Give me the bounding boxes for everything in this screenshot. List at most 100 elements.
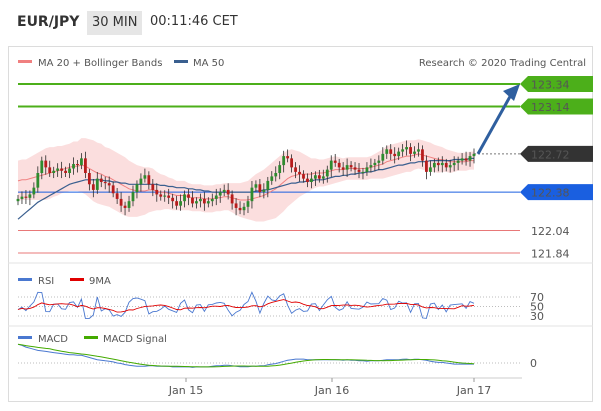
candle-body [36,173,40,188]
candle-body [369,165,373,168]
candle-body [187,194,190,198]
rsi-legend: RSI 9MA [18,276,111,287]
candle-body [28,194,32,198]
level-tag-1 [520,98,593,115]
legend-swatch-macd-signal [84,336,98,339]
forecast-arrow [476,84,520,155]
candle-body [286,156,290,159]
ma20-line [17,153,474,201]
candle-body [349,165,353,168]
candle-body [381,153,385,161]
timeframe-selector[interactable]: 30 MIN [87,11,143,35]
candle-body [91,184,95,190]
rsi-tick-label: 70 [530,291,544,304]
candle-body [123,205,127,208]
level-label-0: 123.34 [531,79,570,92]
candle-body [274,173,278,177]
macd-panel: 0 [17,343,537,370]
legend-swatch-9ma [70,278,84,281]
legend-macd-signal: MACD Signal [103,334,167,345]
rsi-9ma-line [17,299,475,313]
candle-body [313,175,317,179]
x-tick-label: Jan 16 [314,384,349,397]
candle-body [64,170,67,174]
candles [16,140,476,216]
candle-body [397,151,401,157]
candle-body [119,198,123,206]
macd-legend: MACD MACD Signal [18,334,167,345]
candle-body [32,187,36,195]
candle-body [464,158,468,161]
candle-body [290,158,293,168]
candle-body [353,167,357,170]
candle-body [127,201,131,208]
candle-body [111,185,115,194]
candle-body [230,194,234,204]
timestamp: 00:11:46 CET [150,14,238,29]
candle-body [139,178,143,185]
candle-body [99,178,103,183]
candle-body [357,169,361,172]
candle-body [210,198,214,202]
candle-body [175,201,179,206]
candle-body [151,184,155,190]
rsi-tick-label: 50 [530,301,544,314]
candle-body [409,147,412,154]
x-tick-label: Jan 15 [168,384,203,397]
forecast-arrow-head [503,84,520,101]
candle-body [254,184,258,188]
candle-body [333,160,337,163]
candle-body [393,153,397,157]
candle-body [52,170,56,174]
legend-rsi: RSI [38,276,54,287]
candle-body [214,195,218,199]
ma50-line [17,157,474,220]
level-label-1: 123.14 [531,101,570,114]
candle-body [72,163,75,169]
candle-body [183,194,186,202]
candle-body [95,178,99,190]
candle-body [44,160,48,168]
main-legend: MA 20 + Bollinger Bands MA 50 Research ©… [18,58,586,69]
candle-body [270,176,274,181]
candle-body [40,160,44,174]
candle-body [377,160,381,163]
candle-body [191,197,194,204]
legend-swatch-rsi [18,278,32,281]
candle-body [250,187,254,202]
candle-body [468,156,472,161]
candle-body [306,178,309,183]
rsi-tick-label: 30 [530,310,544,323]
level-labels: 123.34 123.14 122.72 122.38 122.04 121.84 [520,76,593,261]
candle-body [131,192,135,202]
candle-body [167,195,171,198]
chart-header: EUR/JPY 30 MIN 00:11:46 CET [0,0,601,44]
candle-body [56,168,60,171]
candle-body [421,149,424,161]
candle-body [202,198,206,204]
candle-body [413,151,416,154]
candle-body [84,158,87,174]
candle-body [472,153,476,157]
candle-body [440,162,444,166]
candle-body [115,193,119,199]
candle-body [222,189,226,193]
candle-body [365,167,369,172]
legend-macd: MACD [38,334,68,345]
candle-body [195,201,198,204]
candle-body [425,160,428,172]
candle-body [163,195,167,197]
candle-body [147,175,151,185]
rsi-line [17,291,475,319]
candle-body [385,149,389,154]
candle-body [87,173,91,185]
candle-body [16,198,20,202]
candle-body [258,184,262,193]
candle-body [199,198,202,202]
candle-body [448,165,452,168]
legend-ma20: MA 20 + Bollinger Bands [38,58,162,69]
candle-body [345,165,349,170]
candle-body [80,158,83,166]
